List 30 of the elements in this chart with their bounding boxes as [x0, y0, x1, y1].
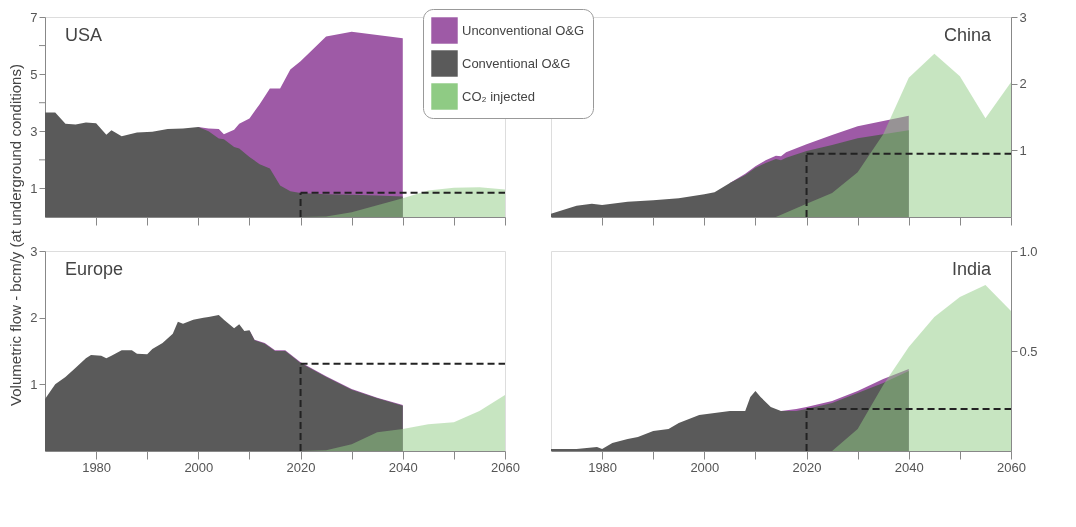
y-tick-label: 1 — [30, 180, 38, 196]
y2-tick-label: 2 — [1019, 76, 1027, 92]
y2-tick-label: 1 — [1019, 142, 1027, 158]
chart-title: USA — [65, 25, 103, 45]
legend-label: Conventional O&G — [462, 55, 571, 71]
y-tick-label: 5 — [30, 66, 38, 82]
x-tick-label: 2000 — [690, 459, 720, 475]
y-tick-label: 7 — [30, 9, 38, 25]
x-tick-label: 2020 — [286, 459, 316, 475]
y-tick-label: 2 — [30, 310, 38, 326]
y-axis-title: Volumetric flow - bcm/y (at underground conditions) — [7, 64, 24, 406]
chart-title: India — [951, 259, 992, 279]
y2-tick-label: 0.5 — [1019, 343, 1038, 359]
x-tick-label: 2000 — [184, 459, 214, 475]
x-tick-label: 2040 — [388, 459, 418, 475]
y2-tick-label: 1.0 — [1019, 243, 1038, 259]
chart-title: Europe — [65, 259, 124, 279]
legend-label: Unconventional O&G — [462, 22, 585, 38]
y-tick-label: 3 — [30, 243, 38, 259]
y2-tick-label: 3 — [1019, 9, 1027, 25]
chart-title: China — [943, 25, 992, 45]
x-tick-label: 2020 — [792, 459, 822, 475]
x-tick-label: 2060 — [491, 459, 520, 475]
y-tick-label: 3 — [30, 123, 38, 139]
x-tick-label: 1980 — [82, 459, 112, 475]
y-tick-label: 1 — [30, 376, 38, 392]
x-tick-label: 2060 — [997, 459, 1026, 475]
x-tick-label: 1980 — [588, 459, 618, 475]
legend-label: CO₂ injected — [462, 88, 535, 104]
x-tick-label: 2040 — [894, 459, 924, 475]
